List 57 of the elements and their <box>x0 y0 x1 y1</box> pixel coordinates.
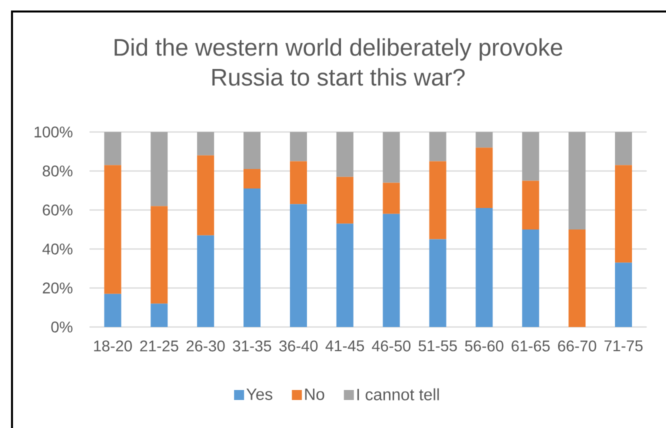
x-tick-label: 21-25 <box>140 340 178 352</box>
bar <box>244 132 261 170</box>
bar <box>476 208 493 327</box>
bar <box>290 204 307 327</box>
bar <box>150 132 168 206</box>
bar <box>614 262 632 327</box>
chart-title: Did the western world deliberately provoke Russia to start this war? <box>114 38 562 86</box>
x-tick-label: 36-40 <box>279 340 318 352</box>
y-tick-label: 60% <box>42 204 72 216</box>
x-tick-label: 51-55 <box>418 340 457 352</box>
x-tick-label: 61-65 <box>512 340 550 352</box>
bar <box>522 132 540 181</box>
bar <box>614 132 632 166</box>
x-tick-label: 46-50 <box>372 340 410 352</box>
bar <box>336 176 354 224</box>
legend-label: No <box>305 388 324 400</box>
bar <box>614 165 632 263</box>
y-tick-label: 0% <box>51 322 72 332</box>
x-tick-label: 56-60 <box>465 340 504 352</box>
y-tick-label: 80% <box>42 166 72 176</box>
x-tick-label: 26-30 <box>186 340 225 352</box>
bar <box>522 230 540 327</box>
bar <box>336 132 354 177</box>
bar <box>568 230 586 327</box>
bar <box>197 132 214 156</box>
bar <box>522 180 540 230</box>
legend-label: I cannot tell <box>357 388 439 400</box>
bar <box>429 132 446 162</box>
bar <box>104 165 122 294</box>
x-tick-label: 18-20 <box>94 340 132 352</box>
x-tick-label: 66-70 <box>558 340 596 352</box>
y-tick-label: 100% <box>34 126 72 138</box>
bar <box>150 304 168 327</box>
y-tick-label: 40% <box>42 244 72 254</box>
bar <box>568 132 586 230</box>
x-tick-label: 41-45 <box>326 340 364 352</box>
x-tick-label: 31-35 <box>232 340 272 352</box>
bar <box>244 188 261 327</box>
bar <box>382 132 400 183</box>
legend-label: Yes <box>246 388 272 400</box>
x-tick-label: 71-75 <box>604 340 643 352</box>
bar <box>382 214 400 327</box>
bar <box>290 132 307 162</box>
bar <box>197 235 214 327</box>
bar <box>104 294 122 327</box>
bar <box>290 161 307 204</box>
bar <box>150 206 168 304</box>
bar <box>476 148 493 208</box>
bar <box>244 169 261 189</box>
bar <box>382 182 400 214</box>
y-tick-label: 20% <box>42 282 72 294</box>
bar <box>476 132 493 148</box>
bar <box>429 239 446 327</box>
bar <box>104 132 122 166</box>
bar <box>336 224 354 327</box>
bar <box>197 155 214 236</box>
bar <box>429 161 446 240</box>
